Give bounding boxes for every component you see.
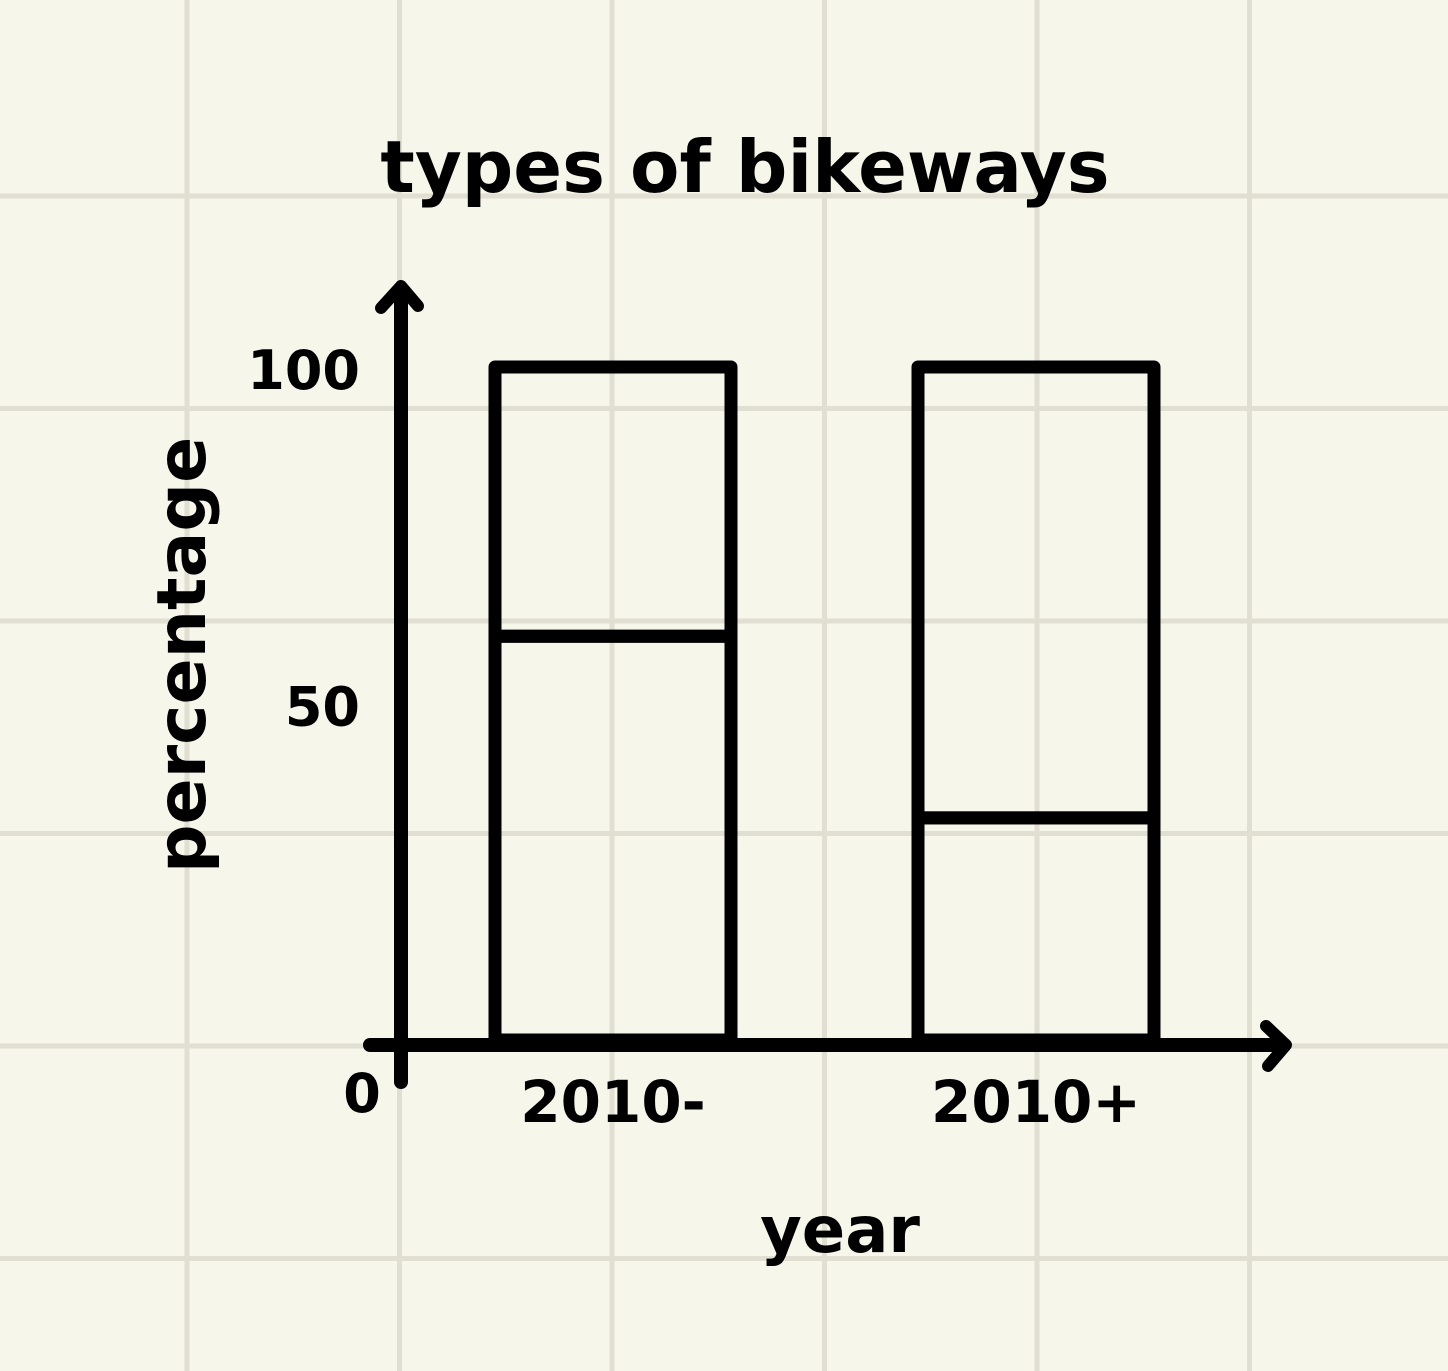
x-axis-arrow: [1260, 1020, 1292, 1072]
y-tick-label: 100: [247, 339, 360, 402]
y-axis-arrow: [375, 280, 424, 314]
y-tick-label: 50: [285, 676, 360, 739]
bars: [488, 360, 1161, 1047]
x-tick-label: 2010-: [520, 1068, 706, 1136]
x-axis-title: year: [760, 1194, 920, 1268]
y-tick-label: 0: [343, 1062, 381, 1125]
y-axis-title: percentage: [143, 437, 222, 873]
chart-title: types of bikeways: [380, 125, 1109, 209]
bar-segment: [911, 360, 1161, 825]
bar-segment: [488, 360, 738, 643]
x-tick-labels: 2010- 2010+: [520, 1068, 1141, 1136]
y-tick-labels: 0 50 100: [247, 339, 381, 1125]
x-tick-label: 2010+: [931, 1068, 1141, 1136]
